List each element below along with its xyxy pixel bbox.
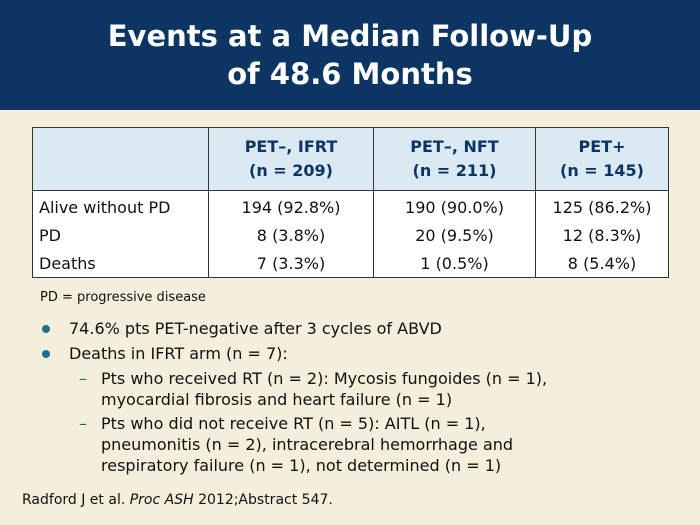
- citation-prefix: Radford J et al.: [22, 492, 130, 508]
- header-cell-pet-neg-nft: PET–, NFT (n = 211): [373, 127, 536, 191]
- table-cell: 194 (92.8%): [208, 190, 374, 221]
- sub-bullet-list: – Pts who received RT (n = 2): Mycosis f…: [69, 368, 670, 476]
- slide-title: Events at a Median Follow-Up of 48.6 Mon…: [108, 17, 592, 93]
- sub-bullet-line: respiratory failure (n = 1), not determi…: [101, 456, 502, 475]
- events-table: PET–, IFRT (n = 209) PET–, NFT (n = 211)…: [32, 127, 669, 278]
- sub-bullet-line: Pts who did not receive RT (n = 5): AITL…: [101, 414, 486, 433]
- bullet-list: 74.6% pts PET-negative after 3 cycles of…: [40, 318, 670, 480]
- row-label: PD: [32, 221, 209, 249]
- header-cell-pet-neg-ifrt: PET–, IFRT (n = 209): [208, 127, 374, 191]
- table-cell: 20 (9.5%): [373, 221, 536, 249]
- row-label: Deaths: [32, 249, 209, 278]
- list-item: Deaths in IFRT arm (n = 7): – Pts who re…: [40, 343, 670, 476]
- header-n: (n = 209): [249, 161, 333, 180]
- sub-list-item: – Pts who received RT (n = 2): Mycosis f…: [69, 368, 670, 410]
- title-line-1: Events at a Median Follow-Up: [107, 19, 593, 53]
- table-cell: 125 (86.2%): [535, 190, 669, 221]
- citation-journal: Proc ASH: [129, 492, 194, 508]
- citation: Radford J et al. Proc ASH 2012;Abstract …: [22, 492, 333, 508]
- table-row: Deaths 7 (3.3%) 1 (0.5%) 8 (5.4%): [32, 249, 669, 278]
- header-cell-empty: [32, 127, 209, 191]
- header-label: PET–, NFT: [410, 137, 499, 156]
- table-row: PD 8 (3.8%) 20 (9.5%) 12 (8.3%): [32, 221, 669, 249]
- table-cell: 190 (90.0%): [373, 190, 536, 221]
- dash-icon: –: [79, 414, 87, 433]
- table-cell: 7 (3.3%): [208, 249, 374, 278]
- table-cell: 1 (0.5%): [373, 249, 536, 278]
- bullet-text: 74.6% pts PET-negative after 3 cycles of…: [69, 319, 442, 338]
- row-label: Alive without PD: [32, 190, 209, 221]
- header-label: PET+: [578, 137, 626, 156]
- header-cell-pet-pos: PET+ (n = 145): [535, 127, 669, 191]
- header-label: PET–, IFRT: [244, 137, 338, 156]
- dash-icon: –: [79, 369, 87, 388]
- sub-bullet-line: myocardial fibrosis and heart failure (n…: [101, 390, 453, 409]
- bullet-dot-icon: [42, 350, 50, 358]
- title-line-2: of 48.6 Months: [227, 57, 473, 91]
- table-cell: 12 (8.3%): [535, 221, 669, 249]
- bullet-dot-icon: [42, 325, 50, 333]
- table-cell: 8 (5.4%): [535, 249, 669, 278]
- header-n: (n = 211): [412, 161, 497, 180]
- citation-suffix: 2012;Abstract 547.: [193, 492, 333, 508]
- sub-list-item: – Pts who did not receive RT (n = 5): AI…: [69, 413, 670, 476]
- slide-header: Events at a Median Follow-Up of 48.6 Mon…: [0, 0, 700, 110]
- list-item: 74.6% pts PET-negative after 3 cycles of…: [40, 318, 670, 339]
- bullet-text: Deaths in IFRT arm (n = 7):: [69, 344, 288, 363]
- sub-bullet-line: pneumonitis (n = 2), intracerebral hemor…: [101, 435, 514, 454]
- sub-bullet-line: Pts who received RT (n = 2): Mycosis fun…: [101, 369, 548, 388]
- table-header-row: PET–, IFRT (n = 209) PET–, NFT (n = 211)…: [32, 127, 669, 191]
- header-n: (n = 145): [560, 161, 644, 180]
- table-cell: 8 (3.8%): [208, 221, 374, 249]
- table-row: Alive without PD 194 (92.8%) 190 (90.0%)…: [32, 190, 669, 221]
- footnote: PD = progressive disease: [40, 290, 206, 305]
